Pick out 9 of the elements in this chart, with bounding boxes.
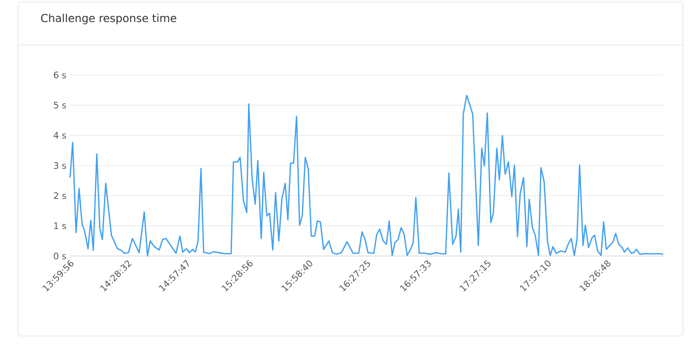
y-tick-label: 5 s [54, 102, 66, 108]
y-tick-label: 6 s [54, 72, 66, 78]
y-tick-label: 3 s [54, 162, 66, 169]
chart-title: Challenge response time [41, 14, 176, 24]
line-series [69, 94, 664, 257]
y-tick-label: 0 s [54, 252, 66, 260]
y-tick-label: 2 s [54, 192, 66, 200]
y-tick-label: 4 s [54, 132, 66, 139]
y-tick-label: 1 s [54, 222, 66, 230]
